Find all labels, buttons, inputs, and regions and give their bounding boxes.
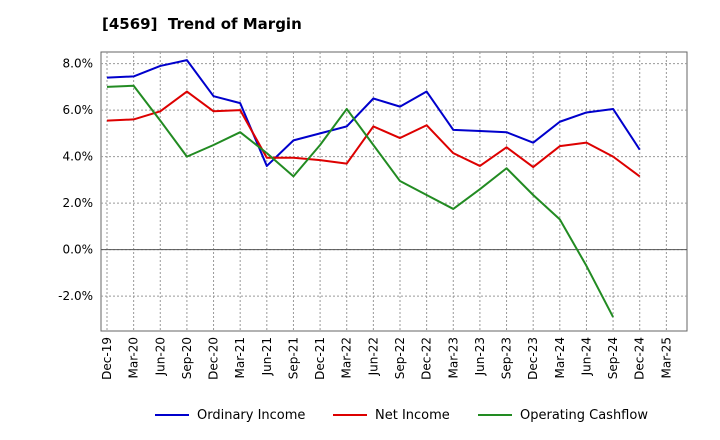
chart-title: [4569] Trend of Margin (102, 15, 302, 33)
y-tick-label: -2.0% (58, 289, 93, 303)
legend-swatch-net-income (333, 414, 367, 416)
x-tick-label: Dec-22 (420, 337, 434, 380)
y-axis-ticks: 8.0% 6.0% 4.0% 2.0% 0.0% -2.0% (58, 57, 93, 304)
x-tick-label: Jun-24 (579, 337, 593, 376)
y-tick-label: 6.0% (63, 103, 94, 117)
legend-swatch-operating-cashflow (478, 414, 512, 416)
x-tick-label: Mar-20 (127, 337, 141, 378)
series-line-net-income (106, 90, 641, 178)
legend-item-net-income: Net Income (333, 404, 450, 426)
x-tick-label: Jun-23 (473, 337, 487, 376)
legend-label-operating-cashflow: Operating Cashflow (520, 407, 648, 423)
y-tick-label: 2.0% (63, 196, 94, 210)
legend-label-net-income: Net Income (375, 407, 450, 423)
x-tick-label: Sep-22 (393, 337, 407, 379)
series-layer (106, 59, 641, 318)
x-tick-label: Mar-25 (659, 337, 673, 378)
y-tick-label: 8.0% (63, 57, 94, 71)
legend: Ordinary Income Net Income Operating Cas… (0, 404, 720, 426)
plot-area (100, 51, 688, 332)
series-line-ordinary-income (106, 59, 641, 167)
x-axis-ticks: Dec-19 Mar-20 Jun-20 Sep-20 Dec-20 Mar-21 Jun-… (100, 337, 673, 380)
x-tick-label: Dec-21 (313, 337, 327, 380)
legend-swatch-ordinary-income (155, 414, 189, 416)
x-tick-label: Mar-24 (553, 337, 567, 378)
x-tick-label: Sep-20 (180, 337, 194, 379)
y-tick-label: 4.0% (63, 150, 94, 164)
legend-label-ordinary-income: Ordinary Income (197, 407, 306, 423)
x-tick-label: Dec-24 (633, 337, 647, 380)
y-tick-label: 0.0% (63, 243, 94, 257)
x-tick-label: Jun-20 (153, 337, 167, 376)
x-tick-label: Dec-19 (100, 337, 114, 380)
x-tick-label: Jun-22 (366, 337, 380, 376)
series-line-operating-cashflow (106, 84, 614, 318)
x-tick-label: Sep-23 (500, 337, 514, 379)
vertical-gridlines (106, 52, 667, 331)
x-tick-label: Mar-23 (446, 337, 460, 378)
legend-item-ordinary-income: Ordinary Income (155, 404, 305, 426)
legend-item-operating-cashflow: Operating Cashflow (478, 404, 648, 426)
x-tick-label: Jun-21 (260, 337, 274, 376)
x-tick-label: Mar-22 (340, 337, 354, 378)
x-tick-label: Dec-20 (207, 337, 221, 380)
x-tick-label: Sep-24 (606, 337, 620, 379)
x-tick-label: Mar-21 (233, 337, 247, 378)
x-tick-label: Sep-21 (286, 337, 300, 379)
x-tick-label: Dec-23 (526, 337, 540, 380)
